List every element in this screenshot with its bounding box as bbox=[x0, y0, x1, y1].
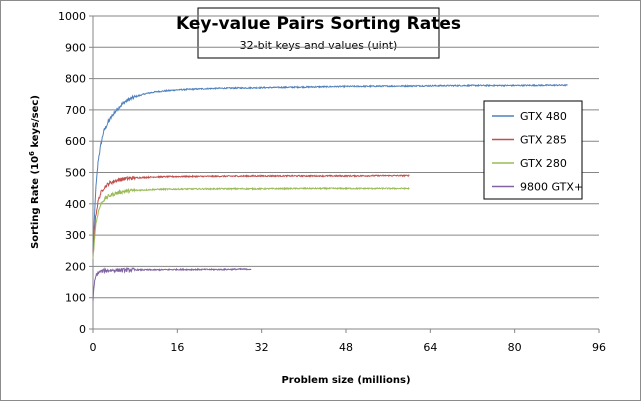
x-tick-label: 96 bbox=[592, 341, 606, 354]
series-line-3 bbox=[92, 266, 252, 302]
x-tick-label: 0 bbox=[90, 341, 97, 354]
legend-items: GTX 480 GTX 285 GTX 280 9800 GTX+ bbox=[492, 110, 583, 194]
tick-labels: 0 100 200 300 400 500 600 700 800 900 1000 0 16 32 48 6… bbox=[58, 10, 606, 354]
chart-title: Key-value Pairs Sorting Rates bbox=[176, 14, 461, 34]
y-tick-label: 800 bbox=[65, 73, 86, 86]
y-axis-title-suffix: keys/sec) bbox=[30, 95, 41, 151]
x-tick-label: 64 bbox=[423, 341, 437, 354]
x-tick-label: 80 bbox=[508, 341, 522, 354]
y-tick-label: 0 bbox=[79, 323, 86, 336]
series-line-2 bbox=[92, 186, 410, 259]
legend: GTX 480 GTX 285 GTX 280 9800 GTX+ bbox=[483, 100, 583, 200]
legend-box bbox=[483, 100, 583, 200]
y-axis-title-sup: 6 bbox=[28, 151, 36, 156]
y-tick-label: 600 bbox=[65, 135, 86, 148]
y-axis-title-prefix: Sorting Rate (10 bbox=[30, 156, 41, 249]
legend-label: GTX 285 bbox=[520, 134, 567, 147]
y-tick-label: 1000 bbox=[58, 10, 86, 23]
series-layer bbox=[92, 83, 568, 302]
chart-subtitle: 32-bit keys and values (uint) bbox=[240, 39, 398, 52]
y-tick-label: 300 bbox=[65, 229, 86, 242]
y-tick-label: 700 bbox=[65, 104, 86, 117]
y-tick-label: 900 bbox=[65, 41, 86, 54]
x-tick-label: 48 bbox=[339, 341, 353, 354]
series-line-0 bbox=[92, 83, 568, 251]
y-tick-label: 200 bbox=[65, 260, 86, 273]
x-tick-label: 16 bbox=[170, 341, 184, 354]
y-tick-label: 100 bbox=[65, 292, 86, 305]
axis-layer bbox=[89, 15, 600, 333]
legend-label: GTX 280 bbox=[520, 157, 567, 170]
y-axis-title: Sorting Rate (106 keys/sec) bbox=[28, 95, 41, 249]
series-line-1 bbox=[92, 174, 410, 253]
x-axis-title: Problem size (millions) bbox=[281, 375, 410, 386]
legend-label: GTX 480 bbox=[520, 110, 567, 123]
y-tick-label: 500 bbox=[65, 167, 86, 180]
legend-label: 9800 GTX+ bbox=[520, 181, 583, 194]
y-tick-label: 400 bbox=[65, 198, 86, 211]
x-tick-label: 32 bbox=[255, 341, 269, 354]
